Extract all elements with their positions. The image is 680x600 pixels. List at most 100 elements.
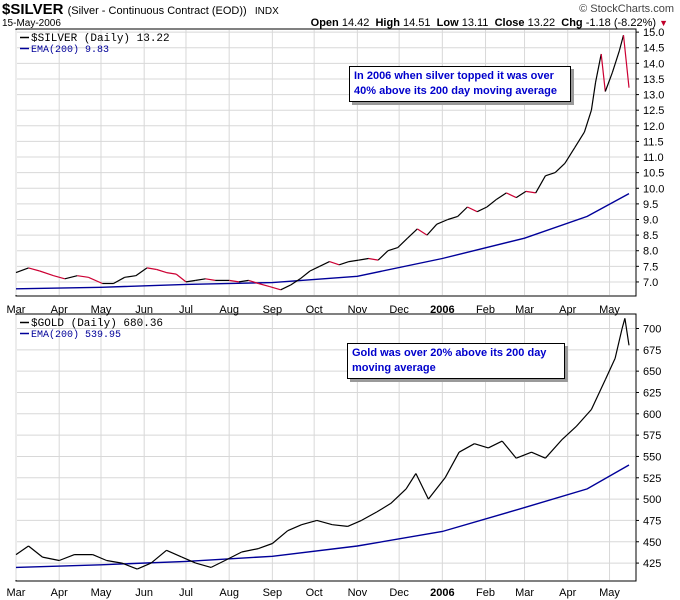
price-segment xyxy=(561,426,577,440)
price-segment xyxy=(535,175,546,194)
price-segment xyxy=(458,443,475,453)
price-segment xyxy=(611,50,620,73)
price-segment xyxy=(574,131,585,149)
low-label: Low xyxy=(436,17,459,29)
legend-entry: EMA(200) 9.83 xyxy=(31,44,109,56)
price-segment xyxy=(280,284,291,291)
price-segment xyxy=(467,206,478,213)
price-segment xyxy=(64,275,78,280)
price-segment xyxy=(124,275,136,278)
x-tick-label: Dec xyxy=(389,587,409,599)
price-segment xyxy=(621,318,626,329)
y-tick-label: 13.5 xyxy=(643,74,664,86)
open-value: 14.42 xyxy=(341,17,370,29)
price-segment xyxy=(358,257,369,261)
price-segment xyxy=(195,278,206,281)
price-segment xyxy=(515,190,527,199)
price-segment xyxy=(590,82,597,111)
x-tick-label: 2006 xyxy=(430,587,454,599)
y-tick-label: 675 xyxy=(643,345,661,357)
price-segment xyxy=(525,190,536,194)
price-segment xyxy=(544,439,563,459)
price-segment xyxy=(486,198,498,208)
symbol: $SILVER xyxy=(2,1,64,18)
price-segment xyxy=(397,237,408,249)
price-segment xyxy=(301,519,318,526)
y-tick-label: 550 xyxy=(643,451,661,463)
legend-entry: $GOLD (Daily) 680.36 xyxy=(31,318,163,330)
price-segment xyxy=(416,228,428,236)
y-tick-label: 12.5 xyxy=(643,105,664,117)
x-tick-label: Aug xyxy=(219,587,239,599)
price-segment xyxy=(146,267,157,271)
x-tick-label: Oct xyxy=(306,587,323,599)
ohlc-readout: Open 14.42 High 14.51 Low 13.11 Close 13… xyxy=(311,17,668,29)
x-tick-label: May xyxy=(599,304,620,316)
y-tick-label: 625 xyxy=(643,387,661,399)
x-tick-label: Apr xyxy=(51,304,68,316)
y-tick-label: 8.5 xyxy=(643,230,658,242)
price-segment xyxy=(229,279,239,283)
gold-grid xyxy=(15,315,635,580)
y-tick-label: 12.0 xyxy=(643,121,664,133)
price-segment xyxy=(92,554,107,562)
price-segment xyxy=(545,172,556,177)
y-tick-label: 13.0 xyxy=(643,90,664,102)
price-segment xyxy=(319,261,330,267)
price-segment xyxy=(595,53,602,83)
price-segment xyxy=(309,265,320,272)
price-segment xyxy=(405,473,417,490)
silver-y-axis: 7.0 7.5 8.0 8.5 9.0 9.5 10.0 10.5 11.0 11.5 12.0 12… xyxy=(636,27,664,289)
price-segment xyxy=(135,267,148,277)
price-segment xyxy=(390,488,407,504)
y-tick-label: 14.0 xyxy=(643,58,664,70)
down-arrow-icon: ▼ xyxy=(659,18,668,28)
price-segment xyxy=(287,524,302,532)
x-tick-label: May xyxy=(91,304,112,316)
price-segment xyxy=(269,286,281,291)
x-tick-label: Feb xyxy=(476,304,495,316)
x-tick-label: 2006 xyxy=(430,304,454,316)
high-value: 14.51 xyxy=(403,17,431,29)
price-segment xyxy=(15,545,29,556)
silver-grid xyxy=(15,30,635,295)
y-tick-label: 500 xyxy=(643,494,661,506)
x-tick-label: Nov xyxy=(348,587,368,599)
x-tick-label: Dec xyxy=(389,304,409,316)
price-segment xyxy=(618,35,625,52)
price-segment xyxy=(604,72,613,92)
price-segment xyxy=(506,192,517,199)
price-segment xyxy=(564,147,576,164)
price-segment xyxy=(88,276,103,285)
price-segment xyxy=(28,267,40,272)
price-segment xyxy=(447,215,458,221)
x-tick-label: May xyxy=(91,587,112,599)
silver-annotation: In 2006 when silver topped it was over 4… xyxy=(349,66,571,102)
price-segment xyxy=(42,556,60,562)
price-segment xyxy=(515,451,532,459)
close-label: Close xyxy=(494,17,525,29)
x-tick-label: Feb xyxy=(476,587,495,599)
y-tick-label: 11.5 xyxy=(643,136,664,148)
y-tick-label: 9.0 xyxy=(643,214,658,226)
chart-header-symbol: $SILVER (Silver - Continuous Contract (E… xyxy=(2,1,279,18)
price-segment xyxy=(622,35,630,88)
price-segment xyxy=(53,275,65,280)
price-segment xyxy=(361,511,378,521)
price-segment xyxy=(58,554,75,562)
price-segment xyxy=(258,542,273,550)
price-segment xyxy=(248,279,259,285)
price-segment xyxy=(181,556,196,564)
x-tick-label: Apr xyxy=(559,587,576,599)
x-tick-label: Jul xyxy=(179,304,193,316)
open-label: Open xyxy=(310,17,339,29)
price-segment xyxy=(224,551,242,562)
y-tick-label: 10.0 xyxy=(643,183,664,195)
x-tick-label: Nov xyxy=(348,304,368,316)
price-segment xyxy=(488,440,503,449)
price-segment xyxy=(583,110,592,133)
price-segment xyxy=(407,228,418,239)
price-segment xyxy=(501,440,517,459)
price-segment xyxy=(348,259,359,263)
